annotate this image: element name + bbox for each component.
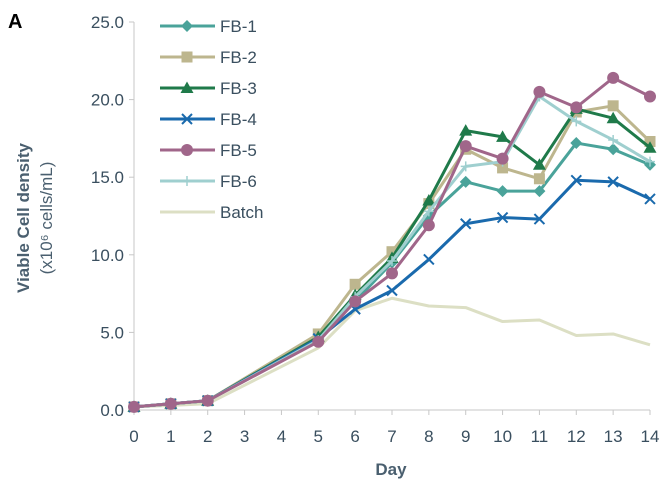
y-tick-label: 0.0	[100, 401, 124, 420]
legend-entry-fb-3: FB-3	[160, 79, 257, 98]
legend-label: FB-4	[220, 110, 257, 129]
x-tick-label: 5	[314, 427, 323, 446]
series-batch	[134, 298, 650, 407]
legend: FB-1 FB-2 FB-3 FB-4 FB-5 FB-6 Batch	[160, 17, 263, 222]
legend-label: FB-1	[220, 17, 257, 36]
data-point-fb-5	[497, 153, 509, 165]
data-point-fb-5	[533, 86, 545, 98]
x-tick-label: 1	[166, 427, 175, 446]
series-layer	[128, 72, 657, 413]
data-point-fb-1	[607, 143, 619, 155]
legend-label: FB-2	[220, 48, 257, 67]
data-point-fb-5	[423, 219, 435, 231]
data-point-fb-4	[387, 285, 397, 295]
series-line-fb-5	[134, 78, 650, 407]
data-point-fb-5	[165, 398, 177, 410]
legend-swatch-marker	[181, 144, 193, 156]
data-point-fb-5	[128, 401, 140, 413]
legend-entry-fb-2: FB-2	[160, 48, 257, 67]
x-tick-label: 11	[531, 427, 549, 446]
series-line-fb-4	[134, 180, 650, 407]
legend-label: Batch	[220, 203, 263, 222]
legend-label: FB-5	[220, 141, 257, 160]
legend-entry-fb-1: FB-1	[160, 17, 257, 36]
x-tick-label: 14	[641, 427, 660, 446]
legend-entry-fb-5: FB-5	[160, 141, 257, 160]
legend-entry-fb-6: FB-6	[160, 172, 257, 191]
data-point-fb-5	[312, 336, 324, 348]
x-tick-label: 13	[604, 427, 623, 446]
x-tick-label: 3	[240, 427, 249, 446]
x-tick-label: 9	[461, 427, 470, 446]
data-point-fb-5	[570, 101, 582, 113]
series-line-batch	[134, 298, 650, 407]
data-point-fb-5	[607, 72, 619, 84]
legend-swatch-marker	[182, 52, 193, 63]
legend-label: FB-3	[220, 79, 257, 98]
data-point-fb-5	[349, 295, 361, 307]
data-point-fb-2	[534, 173, 545, 184]
y-axis-title-group: Viable Cell density (x10⁶ cells/mL)	[14, 143, 56, 293]
legend-entry-fb-4: FB-4	[160, 110, 257, 129]
y-tick-label: 15.0	[91, 168, 124, 187]
x-tick-label: 7	[387, 427, 396, 446]
y-tick-label: 10.0	[91, 246, 124, 265]
x-tick-label: 10	[493, 427, 512, 446]
axes: 0.05.010.015.020.025.00 1 2 3 4 5 6 7 8 9 10 11 12 13…	[91, 13, 660, 446]
x-tick-label: 2	[203, 427, 212, 446]
x-tick-label: 12	[567, 427, 586, 446]
legend-label: FB-6	[220, 172, 257, 191]
y-axis-unit: (x10⁶ cells/mL)	[37, 162, 56, 275]
data-point-fb-1	[497, 185, 509, 197]
panel-label: A	[8, 11, 22, 33]
y-axis-title: Viable Cell density	[14, 143, 33, 293]
data-point-fb-2	[608, 100, 619, 111]
data-point-fb-5	[386, 267, 398, 279]
x-tick-label: 8	[424, 427, 433, 446]
x-axis-title: Day	[375, 460, 407, 479]
x-tick-label: 0	[129, 427, 138, 446]
legend-swatch-marker	[182, 176, 192, 186]
data-point-fb-5	[644, 90, 656, 102]
x-tick-label: 6	[350, 427, 359, 446]
x-tick-label: 4	[277, 427, 286, 446]
data-point-fb-4	[424, 254, 434, 264]
data-point-fb-5	[460, 140, 472, 152]
y-tick-label: 5.0	[100, 323, 124, 342]
data-point-fb-5	[202, 395, 214, 407]
y-tick-label: 20.0	[91, 91, 124, 110]
data-point-fb-2	[350, 279, 361, 290]
legend-swatch-marker	[181, 20, 193, 32]
y-tick-label: 25.0	[91, 13, 124, 32]
legend-entry-batch: Batch	[160, 203, 263, 222]
